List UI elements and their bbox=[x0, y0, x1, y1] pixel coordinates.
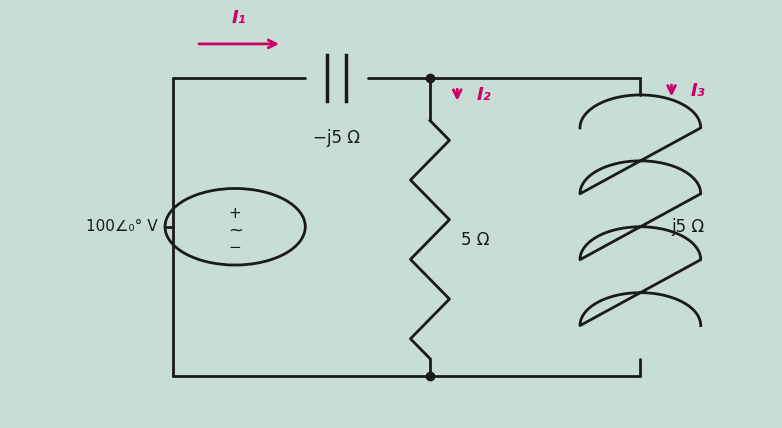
Text: j5 Ω: j5 Ω bbox=[672, 218, 705, 236]
Text: ~: ~ bbox=[228, 222, 242, 240]
Text: +: + bbox=[229, 206, 242, 221]
Text: I₁: I₁ bbox=[231, 9, 246, 27]
Text: −: − bbox=[229, 240, 242, 256]
Text: I₃: I₃ bbox=[691, 82, 705, 100]
Text: 5 Ω: 5 Ω bbox=[461, 231, 490, 249]
Text: −j5 Ω: −j5 Ω bbox=[313, 129, 360, 147]
Text: I₂: I₂ bbox=[477, 86, 491, 104]
Text: 100∠₀° V: 100∠₀° V bbox=[85, 219, 157, 234]
